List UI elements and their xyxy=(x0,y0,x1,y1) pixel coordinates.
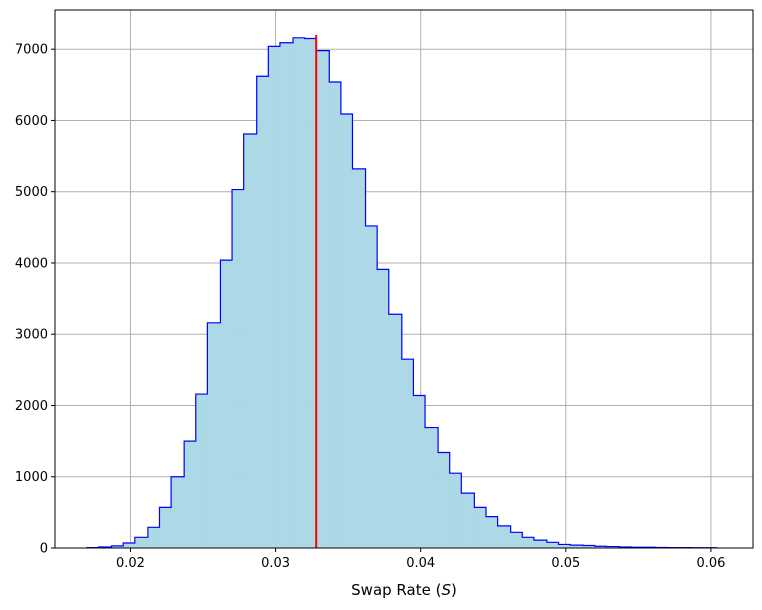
histogram-bar xyxy=(388,314,403,548)
histogram-bar xyxy=(583,545,596,548)
x-tick-label: 0.05 xyxy=(551,556,580,571)
histogram-bar xyxy=(449,473,462,548)
histogram-bar xyxy=(220,260,233,548)
histogram-bar xyxy=(329,81,342,549)
histogram-bar xyxy=(485,516,498,548)
x-tick-label: 0.04 xyxy=(406,556,435,571)
histogram-bar xyxy=(171,476,185,548)
y-tick-label: 2000 xyxy=(15,399,48,414)
histogram-bar xyxy=(268,46,281,548)
histogram-bar xyxy=(256,76,269,548)
histogram-bar xyxy=(522,537,535,548)
histogram-bar xyxy=(558,544,571,548)
histogram-bar xyxy=(413,395,426,548)
histogram-bars xyxy=(86,37,718,549)
histogram-bar xyxy=(279,42,294,548)
y-axis-ticks: 0 1000 2000 3000 4000 5000 6000 7000 xyxy=(15,43,55,557)
histogram-bar xyxy=(352,168,366,549)
y-tick-label: 6000 xyxy=(15,114,48,129)
histogram-bar xyxy=(232,189,244,548)
histogram-bar xyxy=(243,133,258,548)
x-axis-ticks: 0.02 0.03 0.04 0.05 0.06 xyxy=(116,548,725,571)
histogram-bar xyxy=(474,507,487,548)
histogram-bar xyxy=(546,542,559,548)
histogram-bar xyxy=(438,452,451,548)
plot-frame xyxy=(54,9,754,549)
x-tick-label: 0.03 xyxy=(261,556,290,571)
histogram-bar xyxy=(195,394,208,548)
x-tick-label: 0.02 xyxy=(116,556,145,571)
y-tick-label: 5000 xyxy=(15,185,48,200)
histogram-bar xyxy=(401,359,414,548)
histogram-bar xyxy=(340,114,353,549)
histogram-bar xyxy=(134,537,149,548)
histogram-bar xyxy=(461,493,475,548)
y-tick-label: 7000 xyxy=(15,43,48,58)
histogram-bar xyxy=(159,507,172,548)
histogram-bar xyxy=(123,543,136,548)
y-tick-label: 0 xyxy=(40,542,48,557)
histogram-bar xyxy=(594,546,607,548)
x-tick-label: 0.06 xyxy=(696,556,725,571)
y-tick-label: 4000 xyxy=(15,256,48,271)
histogram-bar xyxy=(184,441,197,548)
histogram-bar xyxy=(207,322,221,548)
histogram-bar xyxy=(570,545,584,548)
histogram-bar xyxy=(111,545,124,548)
histogram-bar xyxy=(316,50,330,548)
histogram-bar xyxy=(304,38,317,549)
y-tick-label: 1000 xyxy=(15,470,48,485)
histogram-bar xyxy=(425,427,439,548)
histogram-bar xyxy=(510,532,523,548)
histogram-bar xyxy=(606,546,620,548)
histogram-bar xyxy=(497,525,511,548)
histogram-bar xyxy=(292,37,305,548)
histogram-bar xyxy=(365,225,378,548)
histogram-step-outline xyxy=(86,37,718,549)
y-tick-label: 3000 xyxy=(15,328,48,343)
x-axis-label: Swap Rate (S) xyxy=(351,581,457,599)
histogram-bar xyxy=(377,269,390,548)
histogram-bar xyxy=(533,540,548,548)
histogram-bar xyxy=(147,527,160,548)
